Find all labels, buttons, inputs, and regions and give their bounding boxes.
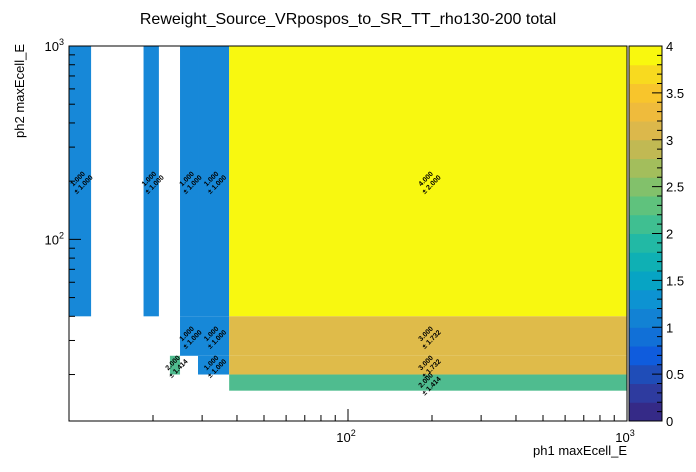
color-scale-label: 2.5 bbox=[666, 180, 684, 195]
color-scale-segment bbox=[629, 364, 662, 384]
color-scale-label: 0 bbox=[666, 414, 673, 429]
x-axis-label: ph1 maxEcell_E bbox=[533, 443, 627, 458]
color-scale-segment bbox=[629, 83, 662, 103]
color-scale-label: 4 bbox=[666, 39, 673, 54]
heatmap-cell bbox=[169, 355, 181, 375]
color-scale-segment bbox=[629, 327, 662, 347]
color-scale-segment bbox=[629, 102, 662, 122]
heatmap-cell bbox=[69, 46, 92, 317]
color-scale-bar: 0 0.5 1 1.5 2 2.5 3 3.5 4 bbox=[628, 39, 684, 429]
x-tick-label: 102 bbox=[336, 428, 355, 445]
color-scale-segment bbox=[629, 252, 662, 272]
heatmap-cell bbox=[198, 316, 230, 356]
axis-ticks: 102 103 102 103 bbox=[45, 37, 635, 445]
color-scale-segment bbox=[629, 233, 662, 253]
color-scale-segment bbox=[629, 121, 662, 141]
heatmap-cell bbox=[229, 46, 627, 317]
heatmap-cells bbox=[69, 46, 627, 391]
heatmap-cell bbox=[229, 374, 627, 391]
color-scale-segment bbox=[629, 214, 662, 234]
heatmap-cell bbox=[229, 355, 627, 375]
color-scale-label: 1 bbox=[666, 320, 673, 335]
color-scale-segment bbox=[629, 271, 662, 291]
color-scale-segment bbox=[629, 196, 662, 216]
color-scale-label: 3.5 bbox=[666, 86, 684, 101]
color-scale-segment bbox=[629, 402, 662, 422]
cell-label-group: 2.000± 1.414 bbox=[165, 355, 190, 380]
heatmap-cell bbox=[198, 355, 230, 375]
x-tick-label: 103 bbox=[615, 428, 634, 445]
color-scale-label: 3 bbox=[666, 133, 673, 148]
heatmap-cell bbox=[198, 46, 230, 317]
color-scale-segment bbox=[629, 139, 662, 159]
heatmap-cell bbox=[229, 316, 627, 356]
color-scale-segment bbox=[629, 308, 662, 328]
color-scale-segment bbox=[629, 158, 662, 178]
color-scale-segment bbox=[629, 46, 662, 66]
color-scale-segment bbox=[629, 289, 662, 309]
cell-label-group: 1.000± 1.000 bbox=[141, 171, 166, 196]
color-scale-segment bbox=[629, 64, 662, 84]
color-scale-segment bbox=[629, 346, 662, 366]
y-axis-label: ph2 maxEcell_E bbox=[12, 44, 27, 138]
heatmap-cell bbox=[143, 46, 159, 317]
color-scale-label: 1.5 bbox=[666, 273, 684, 288]
color-scale-segment bbox=[629, 383, 662, 403]
heatmap-cell bbox=[180, 46, 199, 317]
color-scale-label: 2 bbox=[666, 227, 673, 242]
heatmap-cell bbox=[180, 316, 199, 356]
color-scale-segment bbox=[629, 177, 662, 197]
y-tick-label: 102 bbox=[45, 230, 64, 247]
y-tick-label: 103 bbox=[45, 37, 64, 54]
color-scale-label: 0.5 bbox=[666, 367, 684, 382]
chart-title: Reweight_Source_VRpospos_to_SR_TT_rho130… bbox=[140, 11, 556, 28]
